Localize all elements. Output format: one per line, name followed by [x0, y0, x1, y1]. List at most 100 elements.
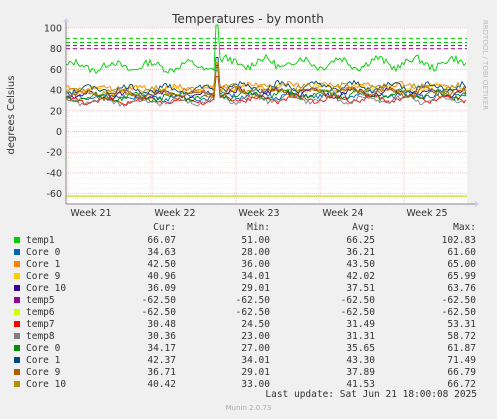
legend-avg-value: 35.65 [346, 343, 375, 354]
legend-series-name: temp7 [26, 319, 55, 330]
legend-row: Core 1 42.37 34.01 43.30 71.49 [0, 355, 497, 367]
y-tick-label: 20 [50, 106, 62, 117]
legend-avg-value: 31.49 [346, 319, 375, 330]
legend-series-name: Core 1 [26, 355, 61, 366]
last-update: Last update: Sat Jun 21 18:00:08 2025 [265, 389, 477, 400]
legend-row: temp5 -62.50 -62.50 -62.50 -62.50 [0, 295, 497, 307]
y-tick-label: -20 [46, 148, 62, 159]
legend-swatch [14, 237, 20, 243]
legend-min-value: 34.01 [241, 271, 270, 282]
legend-cur-value: -62.50 [141, 307, 176, 318]
legend-min-value: 51.00 [241, 235, 270, 246]
legend-avg-value: 43.30 [346, 355, 375, 366]
legend-max-value: 61.87 [447, 343, 476, 354]
legend-row: temp1 66.07 51.00 66.25 102.83 [0, 235, 497, 247]
legend-swatch [14, 333, 20, 339]
series-line-temp1 [65, 24, 467, 75]
legend-avg-value: 43.50 [346, 259, 375, 270]
legend-row: temp6 -62.50 -62.50 -62.50 -62.50 [0, 307, 497, 319]
legend-max-value: 102.83 [441, 235, 476, 246]
legend-cur-value: 34.63 [147, 247, 176, 258]
legend-avg-value: 37.89 [346, 367, 375, 378]
legend-swatch [14, 321, 20, 327]
legend-row: Core 0 34.17 27.00 35.65 61.87 [0, 343, 497, 355]
legend-min-value: 29.01 [241, 283, 270, 294]
legend-max-value: -62.50 [441, 307, 476, 318]
legend-avg-value: 41.53 [346, 379, 375, 390]
series-line-core-10 [65, 62, 467, 97]
x-tick-label: Week 25 [406, 208, 447, 219]
series-line-temp8 [65, 70, 467, 107]
header-min: Min: [247, 222, 270, 233]
legend-avg-value: 36.21 [346, 247, 375, 258]
legend-cur-value: 36.71 [147, 367, 176, 378]
legend-max-value: 61.60 [447, 247, 476, 258]
legend-avg-value: 37.51 [346, 283, 375, 294]
legend-swatch [14, 249, 20, 255]
legend-min-value: 29.01 [241, 367, 270, 378]
x-tick-label: Week 23 [238, 208, 279, 219]
legend-avg-value: -62.50 [340, 307, 375, 318]
legend-series-name: Core 9 [26, 271, 61, 282]
legend-row: Core 9 40.96 34.01 42.02 65.99 [0, 271, 497, 283]
legend-series-name: temp5 [26, 295, 55, 306]
x-axis-arrow [475, 201, 479, 207]
legend-swatch [14, 273, 20, 279]
y-tick-label: 0 [56, 127, 62, 138]
legend-avg-value: 31.31 [346, 331, 375, 342]
legend-max-value: 53.31 [447, 319, 476, 330]
legend-series-name: Core 0 [26, 247, 61, 258]
legend-avg-value: 66.25 [346, 235, 375, 246]
legend-swatch [14, 345, 20, 351]
legend-min-value: 23.00 [241, 331, 270, 342]
legend-cur-value: -62.50 [141, 295, 176, 306]
legend-swatch [14, 369, 20, 375]
legend-swatch [14, 309, 20, 315]
x-tick-label: Week 22 [154, 208, 195, 219]
legend-swatch [14, 357, 20, 363]
legend-series-name: Core 10 [26, 379, 67, 390]
legend-cur-value: 40.42 [147, 379, 176, 390]
header-avg: Avg: [352, 222, 375, 233]
y-axis-arrow [63, 18, 69, 22]
legend-row: Core 10 36.09 29.01 37.51 63.76 [0, 283, 497, 295]
chart-title: Temperatures - by month [171, 12, 324, 26]
munin-version: Munin 2.0.73 [225, 404, 272, 412]
x-tick-label: Week 24 [322, 208, 363, 219]
legend-swatch [14, 261, 20, 267]
y-tick-label: 40 [50, 86, 62, 97]
legend-max-value: 65.00 [447, 259, 476, 270]
header-max: Max: [453, 222, 476, 233]
legend-min-value: 34.01 [241, 355, 270, 366]
temperature-chart: Temperatures - by month degrees Celsius … [6, 12, 489, 219]
legend-avg-value: -62.50 [340, 295, 375, 306]
legend-cur-value: 36.09 [147, 283, 176, 294]
legend-min-value: -62.50 [235, 307, 270, 318]
legend-series-name: temp8 [26, 331, 55, 342]
legend-row: Core 10 40.42 33.00 41.53 66.72 [0, 379, 497, 391]
legend-row: Core 0 34.63 28.00 36.21 61.60 [0, 247, 497, 259]
legend-series-name: Core 10 [26, 283, 67, 294]
legend-swatch [14, 285, 20, 291]
legend-min-value: 24.50 [241, 319, 270, 330]
legend-series-name: Core 9 [26, 367, 61, 378]
legend-max-value: -62.50 [441, 295, 476, 306]
legend-avg-value: 42.02 [346, 271, 375, 282]
y-tick-label: -60 [46, 189, 62, 200]
legend-cur-value: 66.07 [147, 235, 176, 246]
legend-series-name: temp6 [26, 307, 55, 318]
legend-min-value: -62.50 [235, 295, 270, 306]
legend-cur-value: 30.48 [147, 319, 176, 330]
legend-row: Core 1 42.50 36.00 43.50 65.00 [0, 259, 497, 271]
legend-max-value: 71.49 [447, 355, 476, 366]
y-tick-label: 60 [50, 65, 62, 76]
legend-header: Cur: Min: Avg: Max: [0, 222, 497, 234]
legend-series-name: temp1 [26, 235, 55, 246]
legend-swatch [14, 297, 20, 303]
legend-min-value: 33.00 [241, 379, 270, 390]
legend-series-name: Core 0 [26, 343, 61, 354]
y-tick-label: 100 [44, 24, 62, 35]
legend-max-value: 66.72 [447, 379, 476, 390]
x-tick-label: Week 21 [70, 208, 111, 219]
